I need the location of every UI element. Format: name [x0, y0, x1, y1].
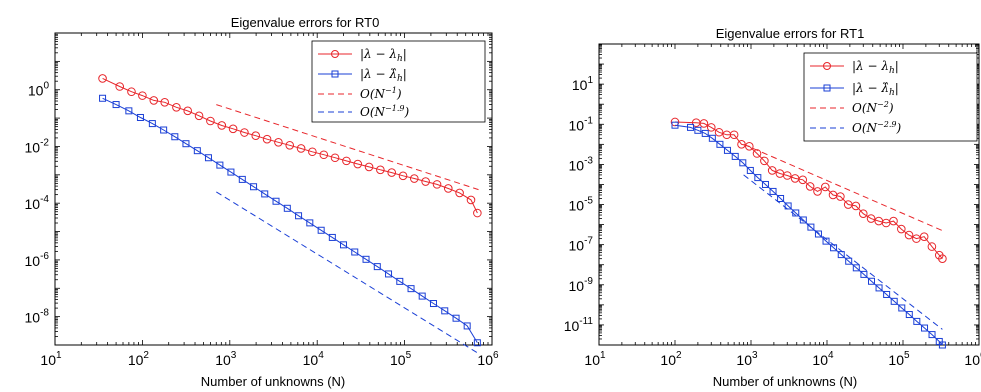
chart-rt1-x-tick-label: 106 [964, 350, 981, 368]
chart-rt1-legend: |λ − λh| |λ − λ̂h| O(N−2) O(N−2.9) [804, 53, 977, 141]
chart-rt0-legend: |λ − λh| |λ − λ̂h| O(N−1) O(N−1.9) [312, 41, 485, 122]
chart-rt0-x-axis-label: Number of unknowns (N) [201, 374, 346, 389]
chart-rt1-x-axis-label: Number of unknowns (N) [713, 374, 858, 389]
chart-rt0-title: Eigenvalue errors for RT0 [231, 15, 380, 30]
chart-rt1-title: Eigenvalue errors for RT1 [716, 26, 865, 41]
